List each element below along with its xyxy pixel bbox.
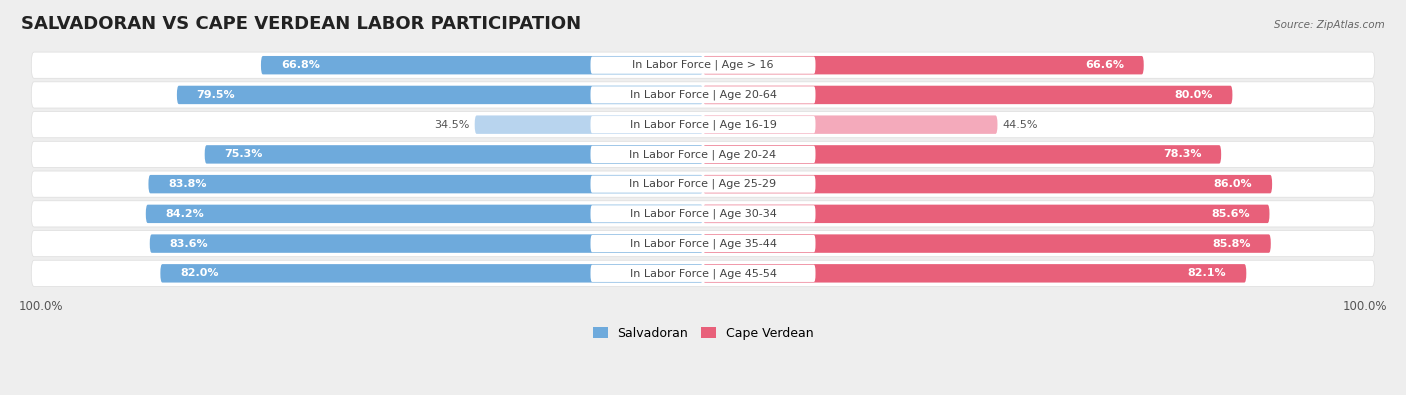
Text: 86.0%: 86.0% xyxy=(1213,179,1253,189)
FancyBboxPatch shape xyxy=(205,145,703,164)
FancyBboxPatch shape xyxy=(703,86,1233,104)
FancyBboxPatch shape xyxy=(31,201,1375,227)
Text: Source: ZipAtlas.com: Source: ZipAtlas.com xyxy=(1274,20,1385,30)
FancyBboxPatch shape xyxy=(591,56,815,74)
Text: 66.8%: 66.8% xyxy=(281,60,319,70)
Text: 82.0%: 82.0% xyxy=(180,268,219,278)
FancyBboxPatch shape xyxy=(703,145,1222,164)
FancyBboxPatch shape xyxy=(31,111,1375,138)
Text: 44.5%: 44.5% xyxy=(1002,120,1038,130)
FancyBboxPatch shape xyxy=(31,231,1375,257)
FancyBboxPatch shape xyxy=(31,171,1375,197)
Text: 85.6%: 85.6% xyxy=(1211,209,1250,219)
FancyBboxPatch shape xyxy=(703,234,1271,253)
Text: 84.2%: 84.2% xyxy=(166,209,204,219)
Text: In Labor Force | Age 25-29: In Labor Force | Age 25-29 xyxy=(630,179,776,189)
FancyBboxPatch shape xyxy=(160,264,703,282)
Text: 75.3%: 75.3% xyxy=(225,149,263,160)
FancyBboxPatch shape xyxy=(591,86,815,103)
FancyBboxPatch shape xyxy=(146,205,703,223)
FancyBboxPatch shape xyxy=(149,175,703,193)
FancyBboxPatch shape xyxy=(150,234,703,253)
FancyBboxPatch shape xyxy=(703,115,997,134)
FancyBboxPatch shape xyxy=(591,116,815,133)
Text: In Labor Force | Age 16-19: In Labor Force | Age 16-19 xyxy=(630,119,776,130)
FancyBboxPatch shape xyxy=(31,260,1375,286)
FancyBboxPatch shape xyxy=(31,141,1375,167)
FancyBboxPatch shape xyxy=(703,205,1270,223)
Text: In Labor Force | Age 20-64: In Labor Force | Age 20-64 xyxy=(630,90,776,100)
Text: 83.6%: 83.6% xyxy=(170,239,208,248)
FancyBboxPatch shape xyxy=(703,56,1143,74)
Text: In Labor Force | Age 35-44: In Labor Force | Age 35-44 xyxy=(630,238,776,249)
Text: 82.1%: 82.1% xyxy=(1188,268,1226,278)
Text: In Labor Force | Age 20-24: In Labor Force | Age 20-24 xyxy=(630,149,776,160)
Text: 34.5%: 34.5% xyxy=(434,120,470,130)
FancyBboxPatch shape xyxy=(591,175,815,193)
Text: 85.8%: 85.8% xyxy=(1212,239,1251,248)
Text: In Labor Force | Age 45-54: In Labor Force | Age 45-54 xyxy=(630,268,776,278)
FancyBboxPatch shape xyxy=(31,52,1375,78)
FancyBboxPatch shape xyxy=(591,146,815,163)
Text: 80.0%: 80.0% xyxy=(1174,90,1212,100)
Text: 79.5%: 79.5% xyxy=(197,90,235,100)
Text: 66.6%: 66.6% xyxy=(1085,60,1123,70)
FancyBboxPatch shape xyxy=(591,265,815,282)
Text: 83.8%: 83.8% xyxy=(169,179,207,189)
Text: In Labor Force | Age 30-34: In Labor Force | Age 30-34 xyxy=(630,209,776,219)
FancyBboxPatch shape xyxy=(703,264,1246,282)
FancyBboxPatch shape xyxy=(475,115,703,134)
FancyBboxPatch shape xyxy=(591,235,815,252)
Legend: Salvadoran, Cape Verdean: Salvadoran, Cape Verdean xyxy=(588,322,818,345)
FancyBboxPatch shape xyxy=(31,82,1375,108)
FancyBboxPatch shape xyxy=(262,56,703,74)
FancyBboxPatch shape xyxy=(177,86,703,104)
FancyBboxPatch shape xyxy=(703,175,1272,193)
Text: 78.3%: 78.3% xyxy=(1163,149,1201,160)
Text: In Labor Force | Age > 16: In Labor Force | Age > 16 xyxy=(633,60,773,70)
FancyBboxPatch shape xyxy=(591,205,815,222)
Text: SALVADORAN VS CAPE VERDEAN LABOR PARTICIPATION: SALVADORAN VS CAPE VERDEAN LABOR PARTICI… xyxy=(21,15,582,33)
